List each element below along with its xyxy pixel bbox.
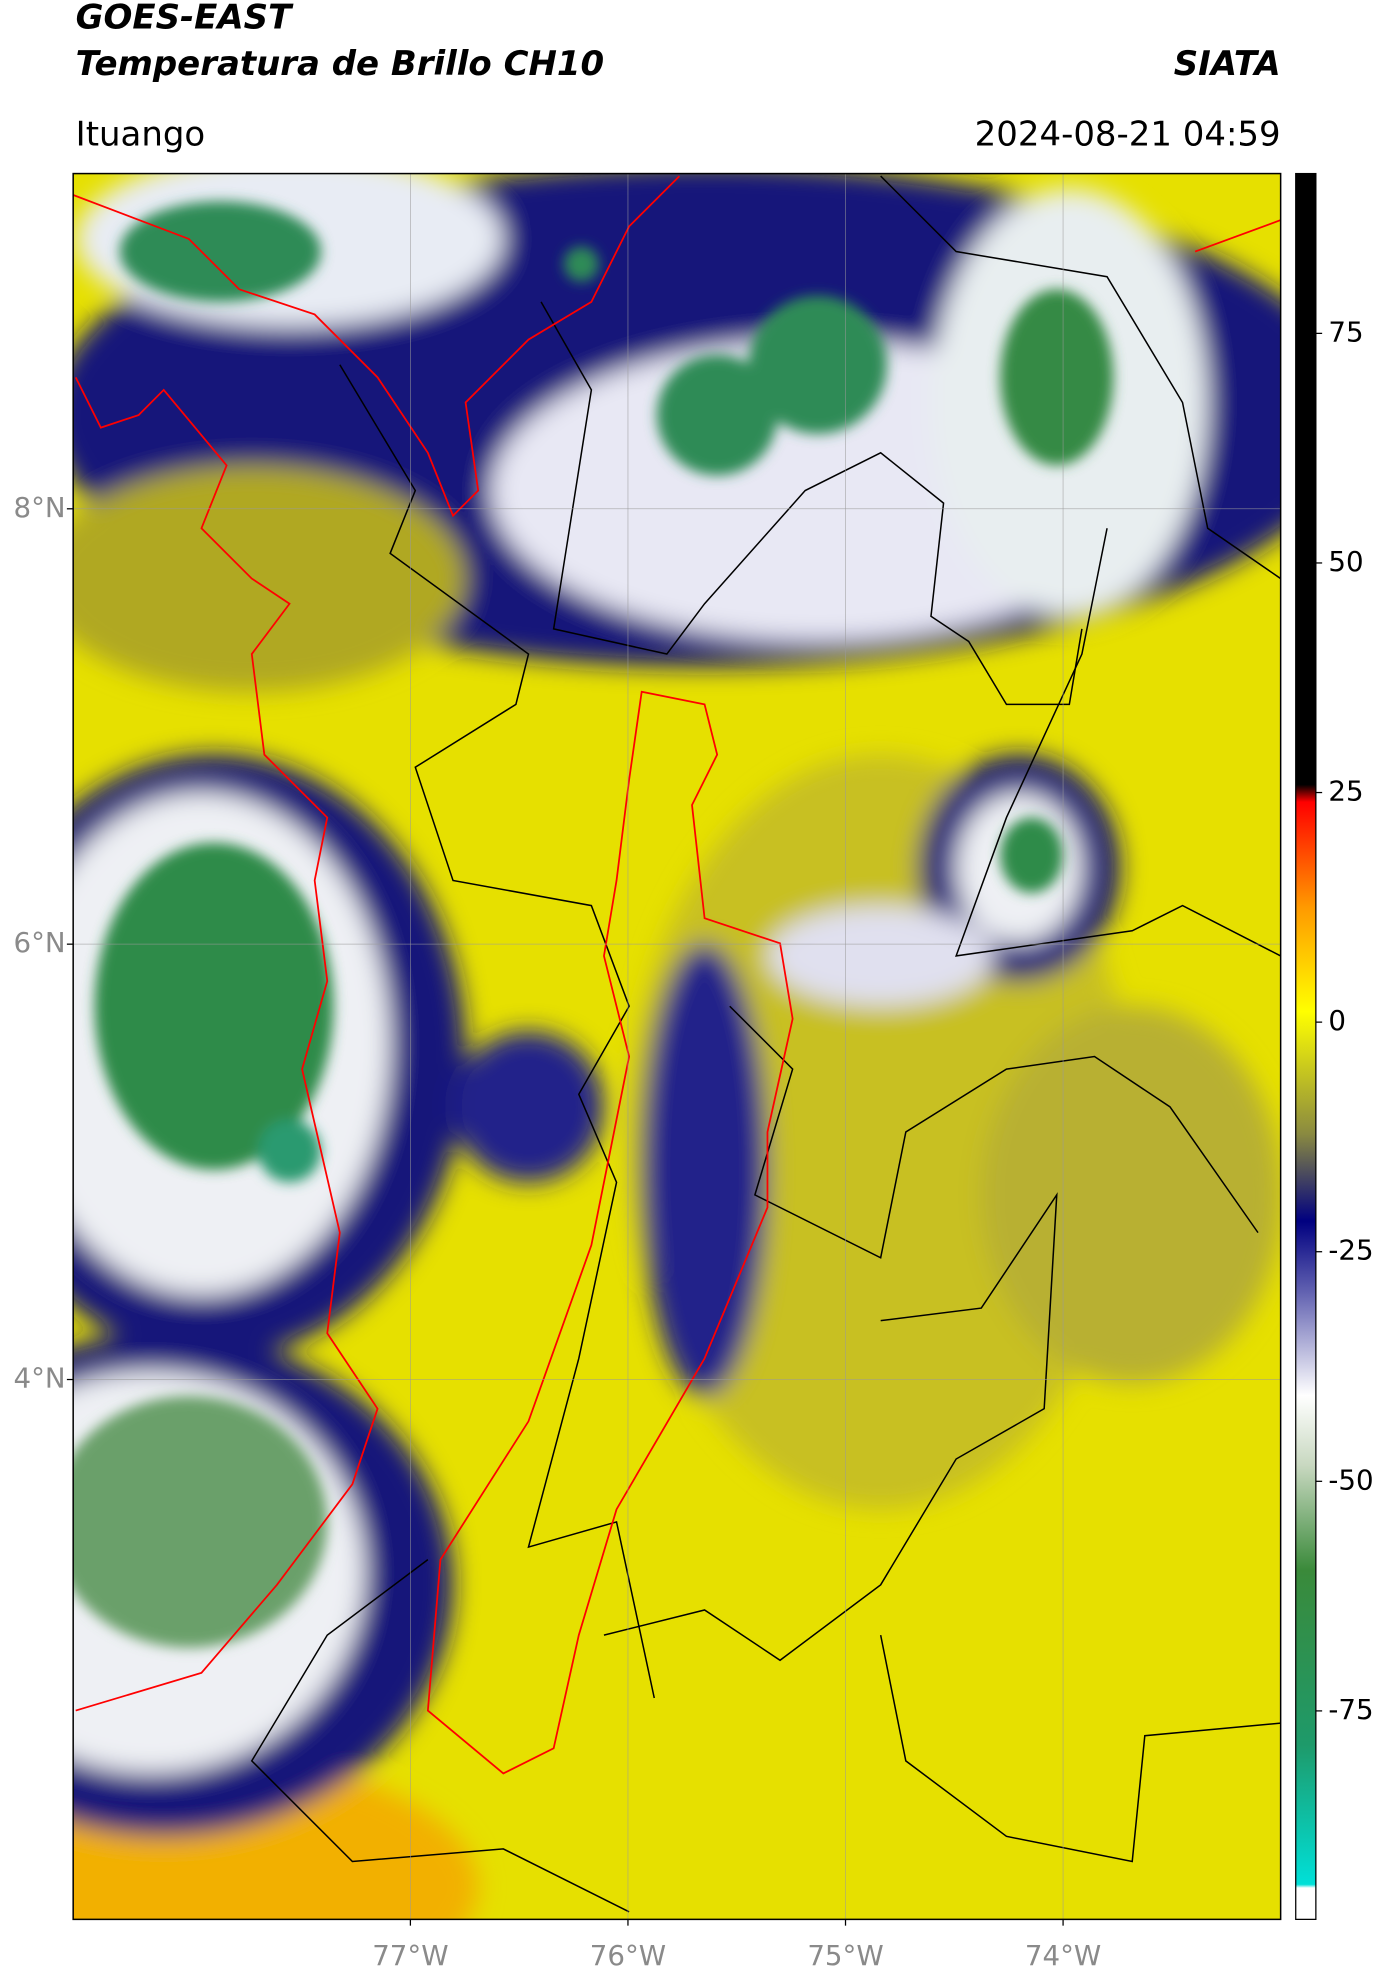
lon-tick-label: 74°W bbox=[1025, 1939, 1101, 1972]
title: GOES-EAST bbox=[76, 0, 294, 37]
colorbar-tick-label: 75 bbox=[1328, 315, 1363, 348]
location: Ituango bbox=[76, 114, 206, 154]
subtitle: Temperatura de Brillo CH10 bbox=[76, 44, 604, 84]
colorbar-tick-label: -75 bbox=[1328, 1693, 1373, 1726]
datetime: 2024-08-21 04:59 bbox=[975, 114, 1281, 154]
colorbar bbox=[1295, 172, 1317, 1920]
colorbar-tick-label: 25 bbox=[1328, 775, 1363, 808]
colorbar-tick-label: 0 bbox=[1328, 1004, 1346, 1037]
map-frame bbox=[72, 172, 1282, 1921]
graticule bbox=[73, 173, 1281, 1920]
colorbar-tick-label: -25 bbox=[1328, 1234, 1373, 1267]
satellite-image bbox=[73, 173, 1281, 1920]
lat-tick-label: 4°N bbox=[14, 1362, 66, 1395]
agency: SIATA bbox=[1174, 44, 1281, 84]
lon-tick-label: 77°W bbox=[372, 1939, 448, 1972]
lat-tick-label: 8°N bbox=[14, 491, 66, 524]
colorbar-tick-label: 50 bbox=[1328, 545, 1363, 578]
lon-tick-label: 76°W bbox=[590, 1939, 666, 1972]
lat-tick-label: 6°N bbox=[14, 926, 66, 959]
colorbar-tick-label: -50 bbox=[1328, 1463, 1373, 1496]
lon-tick-label: 75°W bbox=[807, 1939, 883, 1972]
